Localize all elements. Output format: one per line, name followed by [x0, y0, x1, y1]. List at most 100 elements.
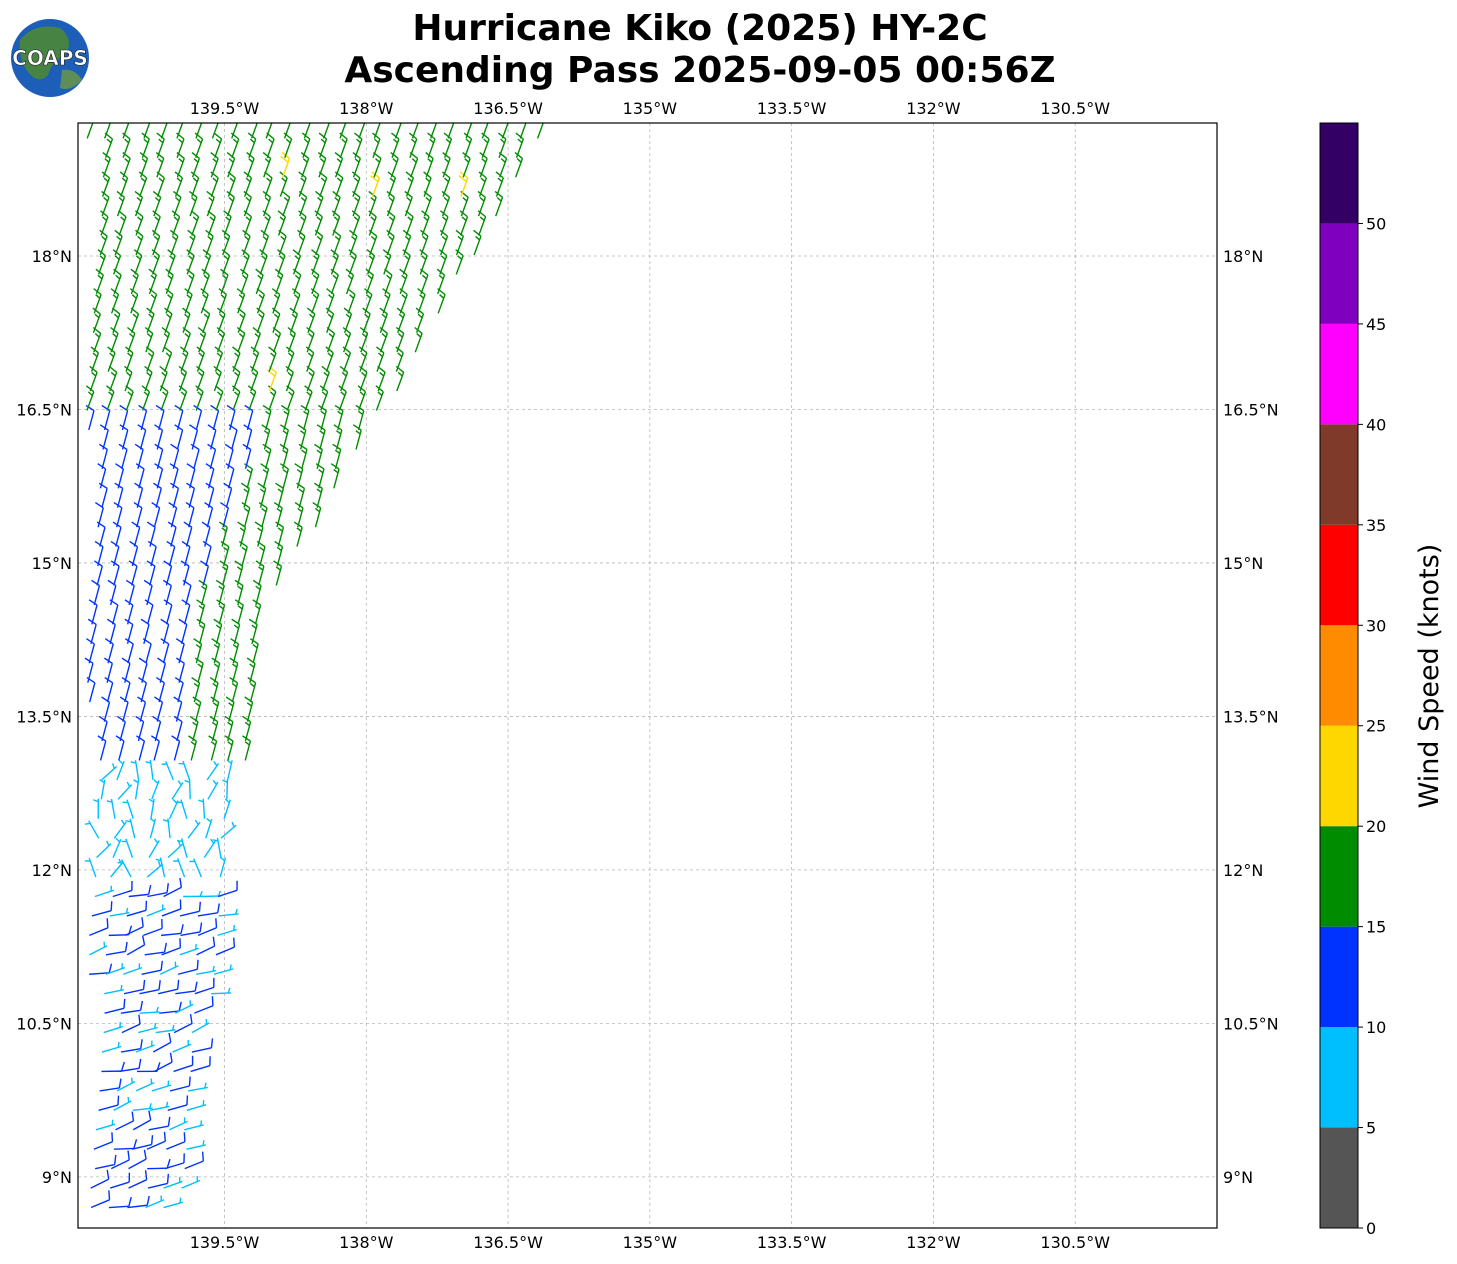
- wind-barb: [262, 190, 272, 217]
- wind-barb: [145, 759, 154, 780]
- y-tick-label-left: 13.5°N: [16, 707, 72, 726]
- wind-barb: [113, 819, 127, 839]
- wind-barb: [163, 877, 183, 898]
- wind-barb: [174, 404, 184, 431]
- wind-barb: [357, 385, 367, 411]
- colorbar-bin: [1320, 323, 1358, 425]
- wind-barb: [443, 132, 453, 159]
- wind-barb: [144, 942, 168, 956]
- wind-barb: [368, 210, 377, 236]
- wind-barb: [455, 229, 465, 256]
- wind-barb: [197, 903, 220, 917]
- wind-barb: [175, 981, 198, 995]
- wind-barb: [84, 857, 97, 878]
- wind-barb: [149, 817, 157, 839]
- wind-barb: [310, 288, 320, 314]
- wind-barb: [148, 268, 158, 295]
- wind-barb: [143, 123, 151, 139]
- wind-barb: [148, 1116, 171, 1131]
- wind-barb: [358, 123, 366, 139]
- wind-barb: [88, 599, 98, 625]
- wind-barb: [148, 798, 155, 819]
- wind-barb: [122, 123, 130, 139]
- wind-barb: [216, 599, 226, 625]
- wind-barb: [132, 1110, 152, 1131]
- wind-barb: [110, 1150, 130, 1170]
- wind-barb: [179, 901, 202, 917]
- title-line-1: Hurricane Kiko (2025) HY-2C: [412, 8, 987, 49]
- wind-barb: [390, 151, 399, 178]
- wind-barb: [501, 123, 509, 139]
- wind-barb: [358, 346, 368, 372]
- wind-barb: [351, 171, 361, 197]
- wind-barb: [178, 618, 188, 644]
- wind-barb: [354, 132, 363, 159]
- wind-barb: [197, 918, 218, 937]
- wind-barb: [459, 210, 469, 236]
- wind-barb: [291, 288, 301, 314]
- wind-barb: [430, 123, 438, 139]
- wind-barb: [281, 190, 291, 217]
- wind-barb: [179, 943, 199, 956]
- x-tick-label-top: 133.5°W: [757, 99, 827, 118]
- wind-barb: [442, 171, 451, 197]
- wind-barb: [91, 579, 101, 606]
- wind-barb: [301, 132, 311, 159]
- x-tick-label-top: 130.5°W: [1040, 99, 1110, 118]
- wind-barb: [255, 268, 264, 295]
- colorbar-bin: [1320, 1027, 1358, 1128]
- wind-barb: [283, 123, 291, 139]
- wind-barb: [234, 579, 244, 606]
- wind-barb: [151, 229, 161, 256]
- wind-barb: [152, 210, 161, 236]
- wind-barb: [166, 540, 176, 567]
- wind-barb: [223, 798, 232, 819]
- wind-barb: [217, 880, 238, 898]
- wind-barb: [234, 599, 244, 625]
- wind-barb: [244, 404, 254, 431]
- wind-barb: [275, 482, 285, 508]
- wind-barb: [194, 977, 215, 995]
- wind-barb: [210, 171, 219, 197]
- wind-barb: [95, 1119, 116, 1131]
- wind-barb: [306, 307, 316, 333]
- wind-barb: [122, 799, 134, 819]
- logo-text: COAPS: [12, 46, 88, 70]
- wind-barb: [196, 618, 206, 644]
- wind-barb: [121, 1014, 141, 1034]
- wind-barb: [325, 346, 334, 372]
- x-tick-label-bottom: 133.5°W: [757, 1233, 827, 1252]
- wind-barb: [126, 935, 146, 956]
- wind-barb: [176, 838, 188, 858]
- x-tick-label-top: 138°W: [339, 99, 394, 118]
- wind-barb: [167, 840, 184, 859]
- wind-barb: [267, 385, 277, 411]
- wind-barb: [210, 696, 220, 722]
- wind-barb: [104, 123, 112, 139]
- wind-barb: [135, 1078, 155, 1092]
- wind-barb: [135, 463, 145, 489]
- wind-barb: [152, 190, 162, 217]
- wind-barb: [138, 171, 148, 197]
- wind-barb: [298, 443, 308, 470]
- wind-barb: [213, 618, 223, 644]
- wind-barb: [268, 346, 277, 372]
- wind-barb: [318, 132, 328, 159]
- y-tick-label-left: 12°N: [32, 861, 72, 880]
- wind-barb: [194, 657, 204, 683]
- wind-barb: [160, 385, 169, 411]
- wind-barb: [252, 579, 262, 606]
- wind-barb: [160, 638, 170, 664]
- wind-barb: [210, 404, 220, 431]
- wind-barb: [104, 132, 114, 159]
- wind-barb: [90, 1190, 111, 1209]
- x-tick-label-top: 136.5°W: [473, 99, 543, 118]
- wind-barb: [244, 463, 254, 489]
- wind-barb: [409, 151, 419, 178]
- wind-barb: [322, 123, 330, 139]
- wind-barb: [144, 599, 154, 625]
- wind-barb: [184, 779, 191, 800]
- wind-barb: [109, 1172, 131, 1189]
- wind-barb: [93, 798, 99, 819]
- wind-barb: [477, 190, 487, 217]
